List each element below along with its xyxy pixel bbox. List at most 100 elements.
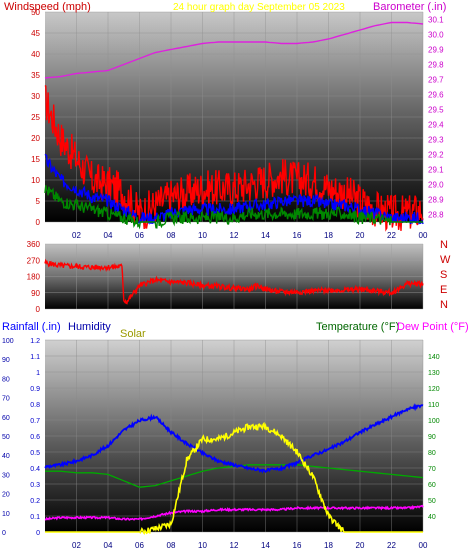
- rain-tick-label: 0.3: [30, 482, 40, 489]
- humidity-tick-label: 20: [2, 492, 10, 499]
- rainfall-label: Rainfall (.in): [2, 321, 61, 333]
- temp-tick-label: 60: [428, 482, 436, 489]
- compass-label: N: [440, 299, 448, 311]
- baro-tick-label: 29.7: [428, 76, 444, 85]
- x-tick-label: 02: [72, 541, 81, 550]
- humidity-tick-label: 80: [2, 376, 10, 383]
- wind-gust-line: [44, 84, 424, 232]
- barometer-label: Barometer (.in): [373, 1, 446, 13]
- humidity-tick-label: 60: [2, 415, 10, 422]
- x-tick-label: 08: [167, 231, 176, 240]
- wind-tick-label: 45: [31, 29, 40, 38]
- humidity-tick-label: 40: [2, 453, 10, 460]
- wind-tick-label: 40: [31, 50, 40, 59]
- windspeed-label: Windspeed (mph): [4, 1, 91, 13]
- humidity-tick-label: 70: [2, 396, 10, 403]
- conditions-grid: [45, 339, 424, 533]
- temp-tick-label: 80: [428, 450, 436, 457]
- wind-tick-label: 25: [31, 113, 40, 122]
- wind-y-ticks: 0 5 10 15 20 25 30 35 40 45 50: [31, 8, 40, 227]
- rain-y-ticks: 0 0.1 0.2 0.3 0.4 0.5 0.6 0.7 0.8 0.9 1 1.1 1.2: [30, 338, 40, 537]
- x-tick-label: 14: [261, 231, 270, 240]
- humidity-tick-label: 0: [2, 530, 6, 537]
- x-tick-label: 12: [230, 541, 239, 550]
- wind-tick-label: 15: [31, 155, 40, 164]
- wind-tick-label: 30: [31, 92, 40, 101]
- humidity-line: [44, 403, 424, 474]
- compass-label: E: [440, 284, 447, 296]
- baro-tick-label: 30.0: [428, 31, 444, 40]
- wind-low-line: [44, 185, 423, 230]
- temp-tick-label: 70: [428, 466, 436, 473]
- x-tick-label: 06: [135, 231, 144, 240]
- wind-tick-label: 20: [31, 134, 40, 143]
- temp-y-ticks: 40 50 60 70 80 90 100 110 120 130 140: [428, 354, 440, 521]
- baro-tick-label: 30.1: [428, 16, 444, 25]
- humidity-tick-label: 30: [2, 472, 10, 479]
- x-tick-label: 16: [293, 541, 302, 550]
- x-tick-label: 20: [356, 541, 365, 550]
- rain-tick-label: 0.7: [30, 418, 40, 425]
- rain-tick-label: 0.6: [30, 434, 40, 441]
- baro-tick-label: 29.3: [428, 136, 444, 145]
- rain-tick-label: 0.5: [30, 450, 40, 457]
- x-tick-label: 00: [419, 541, 428, 550]
- temp-tick-label: 110: [428, 402, 439, 409]
- wind-tick-label: 0: [36, 218, 41, 227]
- humidity-tick-label: 10: [2, 511, 10, 518]
- rain-tick-label: 0.8: [30, 402, 40, 409]
- rain-tick-label: 1: [36, 370, 40, 377]
- baro-tick-label: 28.8: [428, 211, 444, 220]
- compass-label: S: [440, 269, 447, 281]
- solar-label: Solar: [120, 328, 146, 340]
- baro-tick-label: 29.6: [428, 91, 444, 100]
- temp-tick-label: 100: [428, 418, 440, 425]
- temp-tick-label: 90: [428, 434, 436, 441]
- x-tick-label: 20: [356, 231, 365, 240]
- direction-tick-label: 180: [27, 273, 41, 282]
- x-tick-label: 02: [72, 231, 81, 240]
- x-tick-label: 04: [104, 231, 113, 240]
- compass-label: W: [440, 254, 451, 266]
- dew-point-line: [44, 504, 424, 522]
- x-tick-label: 06: [135, 541, 144, 550]
- wind-tick-label: 10: [31, 176, 40, 185]
- x-tick-label: 14: [261, 541, 270, 550]
- solar-line: [45, 421, 423, 536]
- baro-tick-label: 28.9: [428, 196, 444, 205]
- x-tick-label: 00: [419, 231, 428, 240]
- baro-y-ticks: 28.8 28.9 29.0 29.1 29.2 29.3 29.4 29.5 29.6 29.7…: [428, 16, 444, 220]
- temp-tick-label: 140: [428, 354, 440, 361]
- wind-tick-label: 5: [36, 197, 41, 206]
- x-tick-label: 10: [198, 541, 207, 550]
- direction-grid: [45, 243, 424, 310]
- temperature-label: Temperature (°F): [316, 321, 399, 333]
- rain-tick-label: 1.2: [30, 338, 40, 345]
- direction-tick-label: 0: [36, 305, 41, 314]
- x-tick-label: 12: [230, 231, 239, 240]
- temp-tick-label: 40: [428, 514, 436, 521]
- x-tick-label: 18: [324, 231, 333, 240]
- temp-tick-label: 50: [428, 498, 436, 505]
- baro-tick-label: 29.0: [428, 181, 444, 190]
- conditions-x-ticks: 02 04 06 08 10 12 14 16 18 20 22 00: [72, 541, 428, 550]
- barometer-line: [44, 21, 424, 79]
- rain-tick-label: 0.1: [30, 514, 40, 521]
- compass-label: N: [440, 239, 448, 251]
- baro-tick-label: 29.1: [428, 166, 444, 175]
- wind-x-ticks: 02 04 06 08 10 12 14 16 18 20 22 00: [72, 231, 428, 240]
- x-tick-label: 22: [387, 541, 396, 550]
- x-tick-label: 16: [293, 231, 302, 240]
- temp-tick-label: 120: [428, 386, 440, 393]
- graph-title: 24 hour graph day September 05 2023: [173, 2, 345, 13]
- rain-tick-label: 0.2: [30, 498, 40, 505]
- direction-tick-label: 270: [27, 256, 41, 265]
- humidity-tick-label: 100: [2, 338, 14, 345]
- wind-direction-line: [44, 258, 424, 305]
- rain-tick-label: 0: [36, 530, 40, 537]
- dew-point-label: Dew Point (°F): [397, 321, 469, 333]
- x-tick-label: 10: [198, 231, 207, 240]
- wind-tick-label: 35: [31, 71, 40, 80]
- rain-tick-label: 1.1: [30, 354, 40, 361]
